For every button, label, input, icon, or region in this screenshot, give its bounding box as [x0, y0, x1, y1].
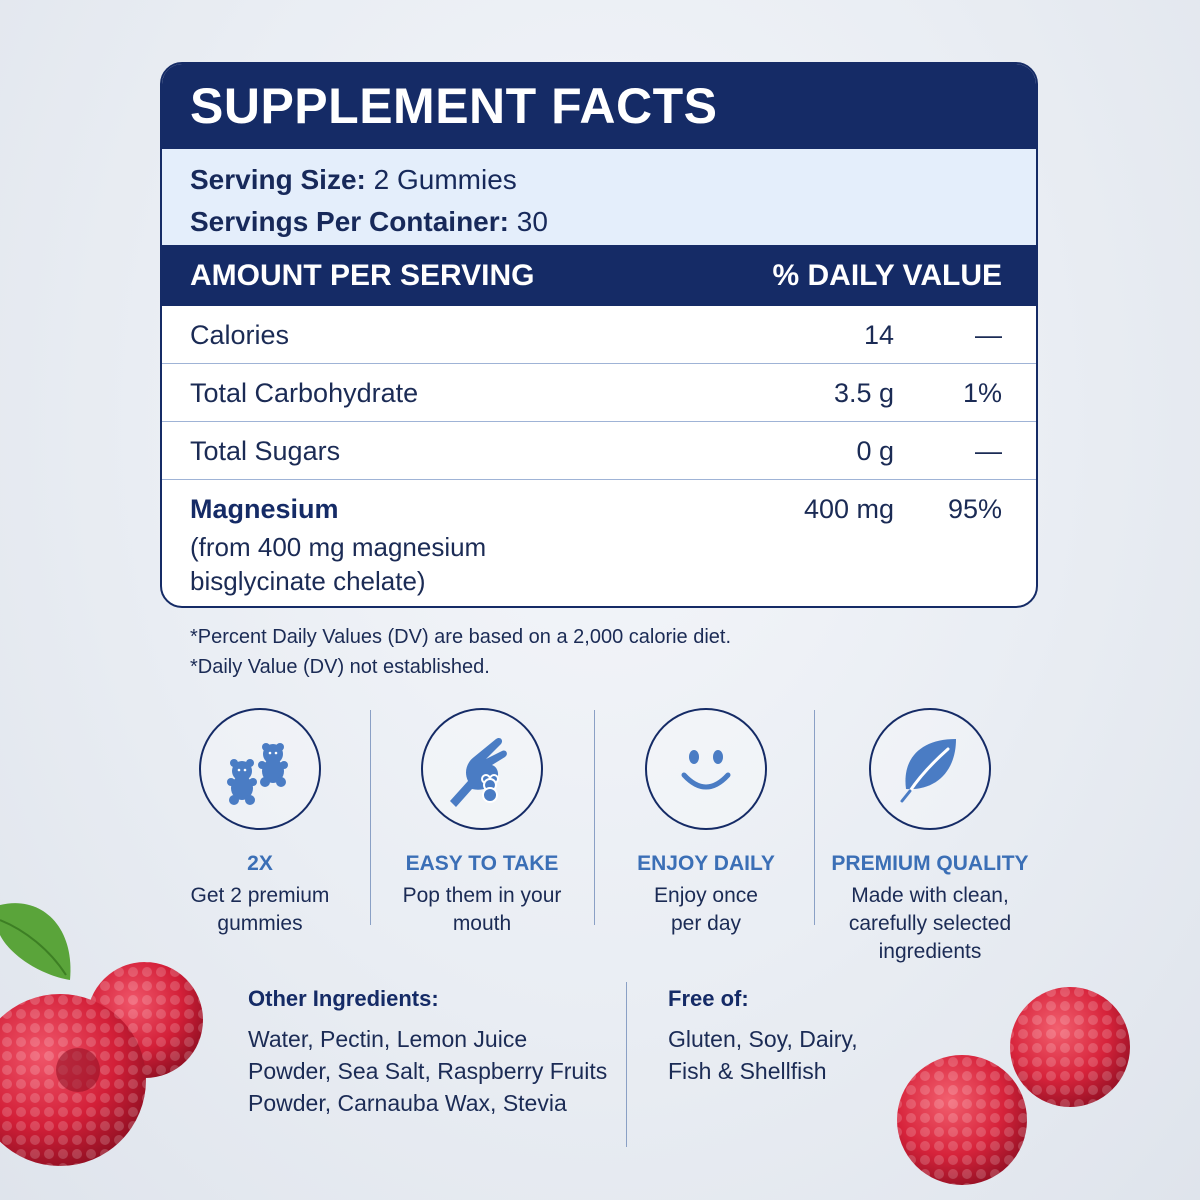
feature-divider: [594, 710, 595, 925]
table-row: Total Sugars 0 g —: [162, 422, 1036, 480]
nutrient-dv: —: [975, 320, 1002, 350]
gummy-bears-icon: [227, 743, 288, 805]
hand-gummy-icon: [450, 737, 507, 807]
nutrient-name: Total Sugars: [190, 436, 341, 466]
feature-icon-circle: [869, 708, 991, 830]
header-amount: AMOUNT PER SERVING: [190, 258, 535, 292]
feature-icon-circle: [421, 708, 543, 830]
nutrient-name: Magnesium: [190, 494, 339, 524]
free-of-title: Free of:: [668, 986, 749, 1011]
serving-size-label: Serving Size:: [190, 164, 366, 195]
feature-icon-circle: [199, 708, 321, 830]
feature-title: EASY TO TAKE: [405, 852, 559, 875]
table-row: Total Carbohydrate 3.5 g 1%: [162, 364, 1036, 422]
serving-info: Serving Size: 2 Gummies Servings Per Con…: [162, 149, 1036, 245]
raspberry-image-right: [897, 987, 1130, 1185]
feature-title: PREMIUM QUALITY: [831, 852, 1029, 875]
free-of: Free of: Gluten, Soy, Dairy, Fish & Shel…: [668, 985, 928, 1087]
nutrient-name: Total Carbohydrate: [190, 378, 419, 408]
feature-text: Enjoy once per day: [654, 884, 758, 935]
feature-title: ENJOY DAILY: [637, 852, 775, 875]
free-of-text: Gluten, Soy, Dairy, Fish & Shellfish: [668, 1026, 858, 1084]
other-ingredients-text: Water, Pectin, Lemon Juice Powder, Sea S…: [248, 1026, 608, 1116]
servings-per-container-label: Servings Per Container:: [190, 206, 509, 237]
feature-divider: [814, 710, 815, 925]
nutrient-amount: 14: [863, 320, 894, 350]
nutrient-amount: 3.5 g: [833, 378, 894, 408]
feature-title: 2X: [247, 852, 273, 875]
nutrient-amount: 0 g: [856, 436, 894, 466]
feature-divider: [370, 710, 371, 925]
section-divider: [626, 982, 627, 1147]
feature-text: Get 2 premium gummies: [190, 884, 330, 935]
table-header: AMOUNT PER SERVING % DAILY VALUE: [162, 245, 1036, 306]
servings-per-container-value: 30: [516, 206, 548, 237]
table-row: Calories 14 —: [162, 306, 1036, 364]
nutrient-dv: 95%: [947, 494, 1002, 524]
raspberry-image-left: [0, 903, 203, 1166]
feature-item: 2X Get 2 premium gummies: [150, 708, 370, 938]
feature-item: EASY TO TAKE Pop them in your mouth: [372, 708, 592, 938]
nutrient-dv: —: [975, 436, 1002, 466]
panel-title: SUPPLEMENT FACTS: [162, 64, 1036, 149]
serving-size-value: 2 Gummies: [373, 164, 517, 195]
supplement-facts-panel: SUPPLEMENT FACTS Serving Size: 2 Gummies…: [160, 62, 1038, 608]
feature-item: ENJOY DAILY Enjoy once per day: [596, 708, 816, 938]
footnote: *Percent Daily Values (DV) are based on …: [190, 626, 732, 648]
other-ingredients-title: Other Ingredients:: [248, 986, 439, 1011]
feature-text: Pop them in your mouth: [402, 884, 562, 935]
servings-per-container-line: Servings Per Container: 30: [190, 201, 1008, 243]
table-row: Magnesium (from 400 mg magnesium bisglyc…: [162, 480, 1036, 606]
nutrient-dv: 1%: [962, 378, 1002, 408]
feature-icon-circle: [645, 708, 767, 830]
smiley-icon: [681, 750, 731, 790]
footnotes: *Percent Daily Values (DV) are based on …: [190, 622, 731, 682]
nutrient-name: Calories: [190, 320, 290, 350]
other-ingredients: Other Ingredients: Water, Pectin, Lemon …: [248, 985, 608, 1119]
feature-text: Made with clean, carefully selected ingr…: [848, 884, 1012, 963]
serving-size-line: Serving Size: 2 Gummies: [190, 159, 1008, 201]
nutrient-amount: 400 mg: [803, 494, 894, 524]
footnote: *Daily Value (DV) not established.: [190, 656, 490, 678]
nutrient-source: (from 400 mg magnesium bisglycinate chel…: [190, 532, 487, 596]
header-daily-value: % DAILY VALUE: [772, 258, 1003, 292]
feature-item: PREMIUM QUALITY Made with clean, careful…: [820, 708, 1040, 966]
leaf-icon: [900, 739, 956, 803]
